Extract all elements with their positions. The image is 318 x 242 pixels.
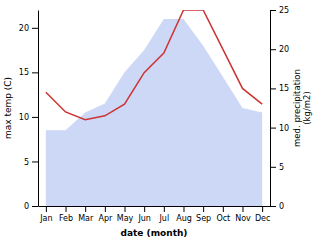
tick: 10 bbox=[270, 124, 289, 133]
tick-label: Aug bbox=[176, 214, 192, 223]
tick-mark bbox=[32, 161, 38, 162]
tick-mark bbox=[144, 206, 145, 212]
axis-line bbox=[270, 11, 271, 207]
tick-label: Nov bbox=[235, 214, 251, 223]
tick-label: 20 bbox=[19, 24, 29, 33]
tick-label: Apr bbox=[98, 214, 113, 223]
tick-label: 0 bbox=[279, 202, 284, 211]
tick-mark bbox=[32, 28, 38, 29]
tick-label: 15 bbox=[19, 68, 29, 77]
tick-label: 10 bbox=[279, 124, 289, 133]
tick: Nov bbox=[235, 206, 251, 223]
tick-label: 10 bbox=[19, 113, 29, 122]
axis-line bbox=[39, 206, 271, 207]
tick-label: 20 bbox=[279, 45, 289, 54]
tick: Dec bbox=[255, 206, 270, 223]
axis-line bbox=[38, 11, 39, 207]
tick: 0 bbox=[270, 202, 284, 211]
y-axis: 0 5 10 15 20 bbox=[19, 11, 39, 212]
tick-label: Dec bbox=[255, 214, 270, 223]
tick-mark bbox=[203, 206, 204, 212]
tick-mark bbox=[105, 206, 106, 212]
tick-label: May bbox=[117, 214, 134, 223]
tick-mark bbox=[125, 206, 126, 212]
tick: 0 bbox=[24, 202, 38, 211]
tick-mark bbox=[270, 128, 276, 129]
tick-label: 15 bbox=[279, 84, 289, 93]
tick-mark bbox=[32, 117, 38, 118]
tick-mark bbox=[32, 206, 38, 207]
tick-label: Jun bbox=[137, 214, 151, 223]
tick-label: Sep bbox=[196, 214, 211, 223]
tick-mark bbox=[270, 167, 276, 168]
marks bbox=[46, 10, 262, 206]
tick: 20 bbox=[270, 45, 289, 54]
tick: Mar bbox=[78, 206, 94, 223]
tick-label: Jul bbox=[159, 214, 170, 223]
tick: Apr bbox=[98, 206, 113, 223]
tick-mark bbox=[270, 10, 276, 11]
tick-mark bbox=[223, 206, 224, 212]
tick-mark bbox=[46, 206, 47, 212]
tick-label: 0 bbox=[24, 202, 29, 211]
y2-axis-title-line: med. precipitation bbox=[292, 69, 302, 147]
tick: Feb bbox=[59, 206, 73, 223]
area bbox=[46, 19, 262, 206]
tick: Jan bbox=[39, 206, 52, 223]
y2-axis-title: med. precipitation(kg/m2) bbox=[292, 69, 312, 147]
tick-mark bbox=[164, 206, 165, 212]
tick-mark bbox=[66, 206, 67, 212]
tick: 5 bbox=[270, 163, 284, 172]
tick: Oct bbox=[216, 206, 230, 223]
tick: 15 bbox=[19, 68, 38, 77]
x-axis: Jan Feb Mar Apr MayJun Jul Aug Sep Oct Nov Dec bbox=[39, 206, 271, 223]
tick-mark bbox=[262, 206, 263, 212]
tick-mark bbox=[32, 72, 38, 73]
tick: Sep bbox=[196, 206, 211, 223]
tick-label: Jan bbox=[39, 214, 52, 223]
tick-label: 5 bbox=[24, 158, 29, 167]
x-axis-title: date (month) bbox=[121, 228, 188, 238]
chart: Jan Feb Mar Apr MayJun Jul Aug Sep Oct Nov Dec 0 5 10… bbox=[0, 0, 318, 242]
tick-mark bbox=[85, 206, 86, 212]
tick-mark bbox=[183, 206, 184, 212]
y2-axis: 0 5 10 15 20 25 bbox=[270, 6, 289, 211]
tick-mark bbox=[270, 49, 276, 50]
tick: 15 bbox=[270, 84, 289, 93]
tick: Jun bbox=[137, 206, 151, 223]
tick: May bbox=[117, 206, 134, 223]
tick: 25 bbox=[270, 6, 289, 15]
tick: 5 bbox=[24, 158, 38, 167]
tick-label: Mar bbox=[78, 214, 94, 223]
tick-mark bbox=[270, 206, 276, 207]
line bbox=[46, 10, 262, 120]
tick-label: Feb bbox=[59, 214, 73, 223]
y-axis-title: max temp (C) bbox=[3, 77, 13, 139]
tick-label: 25 bbox=[279, 6, 289, 15]
y2-axis-title-line: (kg/m2) bbox=[302, 91, 312, 125]
tick-label: Oct bbox=[216, 214, 230, 223]
tick: 20 bbox=[19, 24, 38, 33]
tick-label: 5 bbox=[279, 163, 284, 172]
tick: Jul bbox=[159, 206, 170, 223]
tick-mark bbox=[242, 206, 243, 212]
tick-mark bbox=[270, 88, 276, 89]
tick: Aug bbox=[176, 206, 192, 223]
tick: 10 bbox=[19, 113, 38, 122]
plot: Jan Feb Mar Apr MayJun Jul Aug Sep Oct Nov Dec 0 5 10… bbox=[3, 6, 312, 238]
